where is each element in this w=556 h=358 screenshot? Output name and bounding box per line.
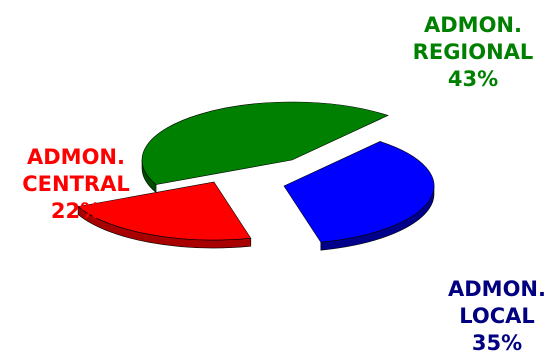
- label-central: ADMON. CENTRAL 22%: [6, 144, 146, 225]
- label-regional-line2: REGIONAL: [412, 40, 534, 64]
- slice-local: [283, 141, 435, 251]
- slice-central-top: [77, 181, 252, 241]
- label-local-line2: LOCAL: [459, 304, 535, 328]
- slice-regional-top: [141, 101, 389, 185]
- label-central-percent: 22%: [50, 199, 102, 223]
- label-regional-percent: 43%: [447, 67, 499, 91]
- label-local: ADMON. LOCAL 35%: [432, 276, 556, 357]
- slice-central: [77, 181, 252, 249]
- label-regional: ADMON. REGIONAL 43%: [398, 12, 548, 93]
- label-local-line1: ADMON.: [448, 277, 546, 301]
- label-central-line1: ADMON.: [27, 145, 125, 169]
- label-local-percent: 35%: [471, 331, 523, 355]
- slice-local-top: [283, 141, 435, 243]
- slice-regional: [141, 101, 389, 194]
- label-central-line2: CENTRAL: [22, 172, 130, 196]
- label-regional-line1: ADMON.: [424, 13, 522, 37]
